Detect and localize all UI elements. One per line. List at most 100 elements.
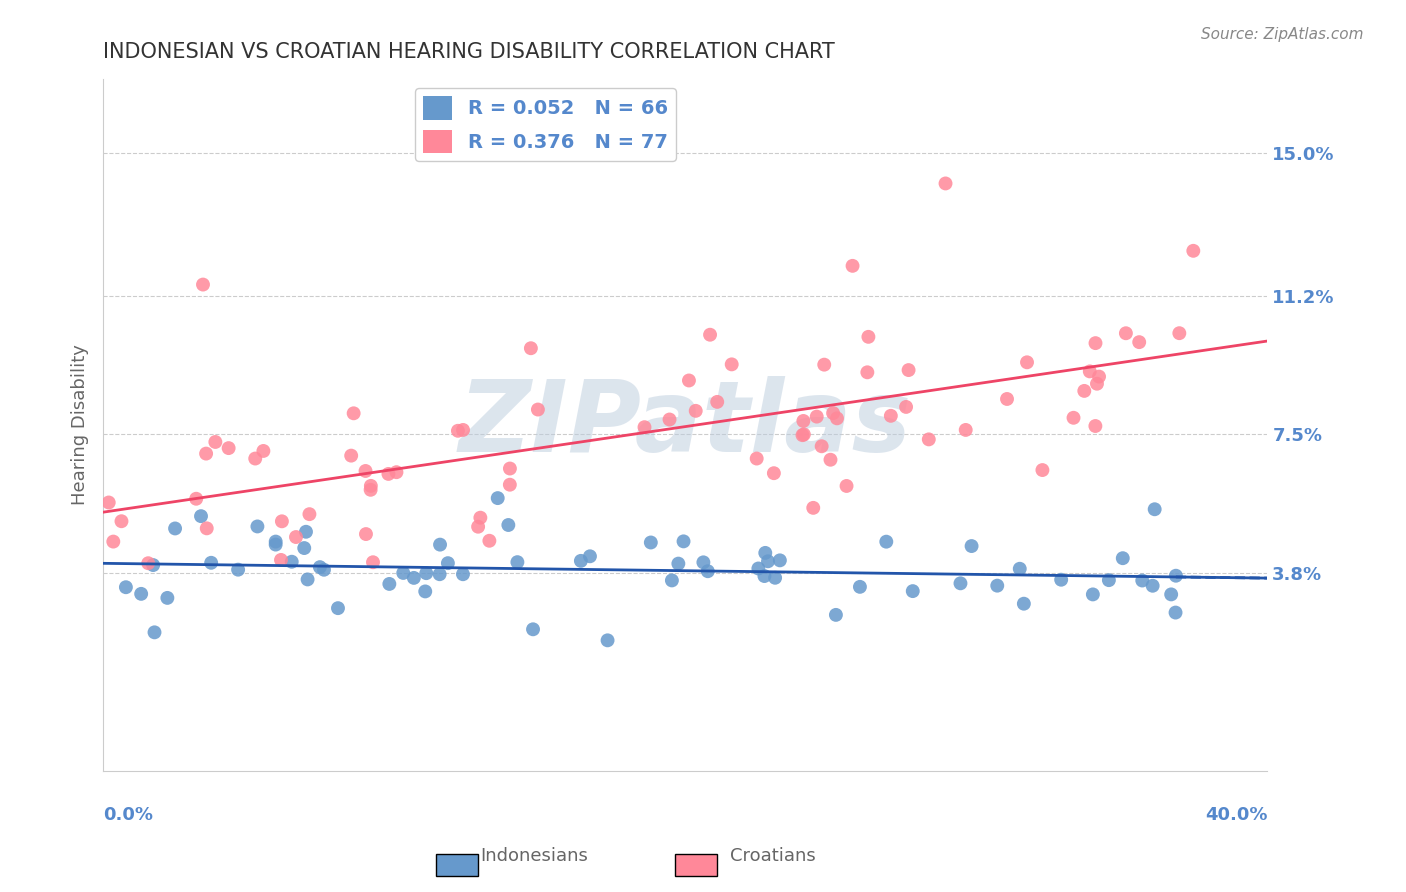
Croatians [340, 449, 363, 463]
Indonesians [264, 534, 287, 549]
Text: 0.0%: 0.0% [103, 805, 153, 824]
Indonesians [264, 538, 287, 552]
Croatians [633, 420, 655, 434]
Indonesians [415, 566, 437, 581]
Croatians [499, 461, 522, 475]
Indonesians [413, 584, 436, 599]
Indonesians [1160, 587, 1182, 601]
Croatians [1084, 336, 1107, 351]
Indonesians [486, 491, 509, 505]
Legend: R = 0.052   N = 66, R = 0.376   N = 77: R = 0.052 N = 66, R = 0.376 N = 77 [415, 88, 676, 161]
Croatians [685, 404, 707, 418]
Croatians [825, 411, 848, 425]
Croatians [285, 530, 308, 544]
Croatians [793, 427, 815, 442]
Text: ZIPatlas: ZIPatlas [458, 376, 912, 474]
Croatians [218, 441, 240, 455]
Indonesians [579, 549, 602, 564]
Indonesians [129, 587, 152, 601]
Indonesians [143, 625, 166, 640]
Indonesians [1008, 562, 1031, 576]
Croatians [880, 409, 903, 423]
Croatians [745, 451, 768, 466]
Indonesians [666, 557, 689, 571]
Indonesians [498, 518, 520, 533]
Croatians [1015, 355, 1038, 369]
Croatians [720, 357, 742, 371]
Indonesians [754, 569, 776, 583]
Croatians [1063, 410, 1085, 425]
Indonesians [960, 539, 983, 553]
Indonesians [190, 509, 212, 524]
Croatians [1088, 369, 1111, 384]
Croatians [343, 406, 366, 420]
Indonesians [506, 555, 529, 569]
Croatians [801, 500, 824, 515]
Indonesians [747, 561, 769, 575]
Croatians [1085, 376, 1108, 391]
Croatians [1084, 419, 1107, 434]
Indonesians [692, 555, 714, 569]
Croatians [361, 555, 384, 569]
Croatians [360, 483, 382, 497]
Croatians [499, 477, 522, 491]
Indonesians [142, 558, 165, 572]
Croatians [1115, 326, 1137, 341]
Indonesians [165, 521, 187, 535]
Indonesians [672, 534, 695, 549]
Croatians [995, 392, 1018, 406]
Text: Croatians: Croatians [731, 847, 815, 865]
Croatians [813, 358, 835, 372]
Indonesians [522, 622, 544, 636]
Croatians [136, 556, 159, 570]
Croatians [699, 327, 721, 342]
Text: INDONESIAN VS CROATIAN HEARING DISABILITY CORRELATION CHART: INDONESIAN VS CROATIAN HEARING DISABILIT… [103, 42, 835, 62]
Croatians [270, 514, 292, 528]
Indonesians [437, 556, 460, 570]
Indonesians [115, 580, 138, 594]
Indonesians [986, 579, 1008, 593]
Croatians [527, 402, 550, 417]
Indonesians [763, 571, 786, 585]
Croatians [1128, 335, 1150, 350]
Croatians [792, 414, 814, 428]
Croatians [354, 527, 377, 541]
Croatians [186, 491, 208, 506]
Text: Source: ZipAtlas.com: Source: ZipAtlas.com [1201, 27, 1364, 42]
Croatians [762, 466, 785, 480]
Indonesians [1081, 587, 1104, 601]
Indonesians [1012, 597, 1035, 611]
Y-axis label: Hearing Disability: Hearing Disability [72, 344, 89, 506]
Croatians [856, 365, 879, 379]
Indonesians [429, 567, 451, 582]
Croatians [195, 447, 218, 461]
Croatians [1168, 326, 1191, 341]
Croatians [252, 444, 274, 458]
Croatians [470, 510, 492, 524]
Indonesians [297, 573, 319, 587]
Croatians [792, 428, 814, 442]
Croatians [1182, 244, 1205, 258]
Croatians [897, 363, 920, 377]
Croatians [1078, 364, 1101, 378]
Indonesians [156, 591, 179, 605]
Croatians [354, 464, 377, 478]
Indonesians [949, 576, 972, 591]
Indonesians [1050, 573, 1073, 587]
Indonesians [451, 567, 474, 582]
Indonesians [1143, 502, 1166, 516]
Croatians [195, 521, 218, 535]
Indonesians [246, 519, 269, 533]
Indonesians [661, 574, 683, 588]
Text: Indonesians: Indonesians [481, 847, 588, 865]
Croatians [377, 467, 399, 481]
Croatians [298, 507, 321, 521]
Indonesians [402, 571, 425, 585]
Indonesians [875, 534, 897, 549]
Croatians [658, 412, 681, 426]
Indonesians [696, 564, 718, 578]
Croatians [520, 341, 543, 355]
Indonesians [226, 563, 249, 577]
Indonesians [280, 555, 302, 569]
Croatians [447, 424, 470, 438]
